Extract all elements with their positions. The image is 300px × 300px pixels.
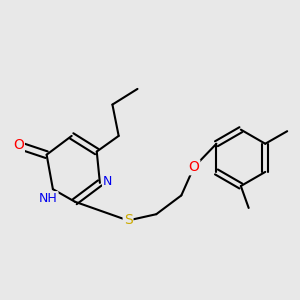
Text: N: N	[103, 175, 112, 188]
Text: NH: NH	[39, 192, 58, 205]
Text: O: O	[13, 138, 24, 152]
Text: O: O	[188, 160, 199, 174]
Text: S: S	[124, 214, 132, 227]
